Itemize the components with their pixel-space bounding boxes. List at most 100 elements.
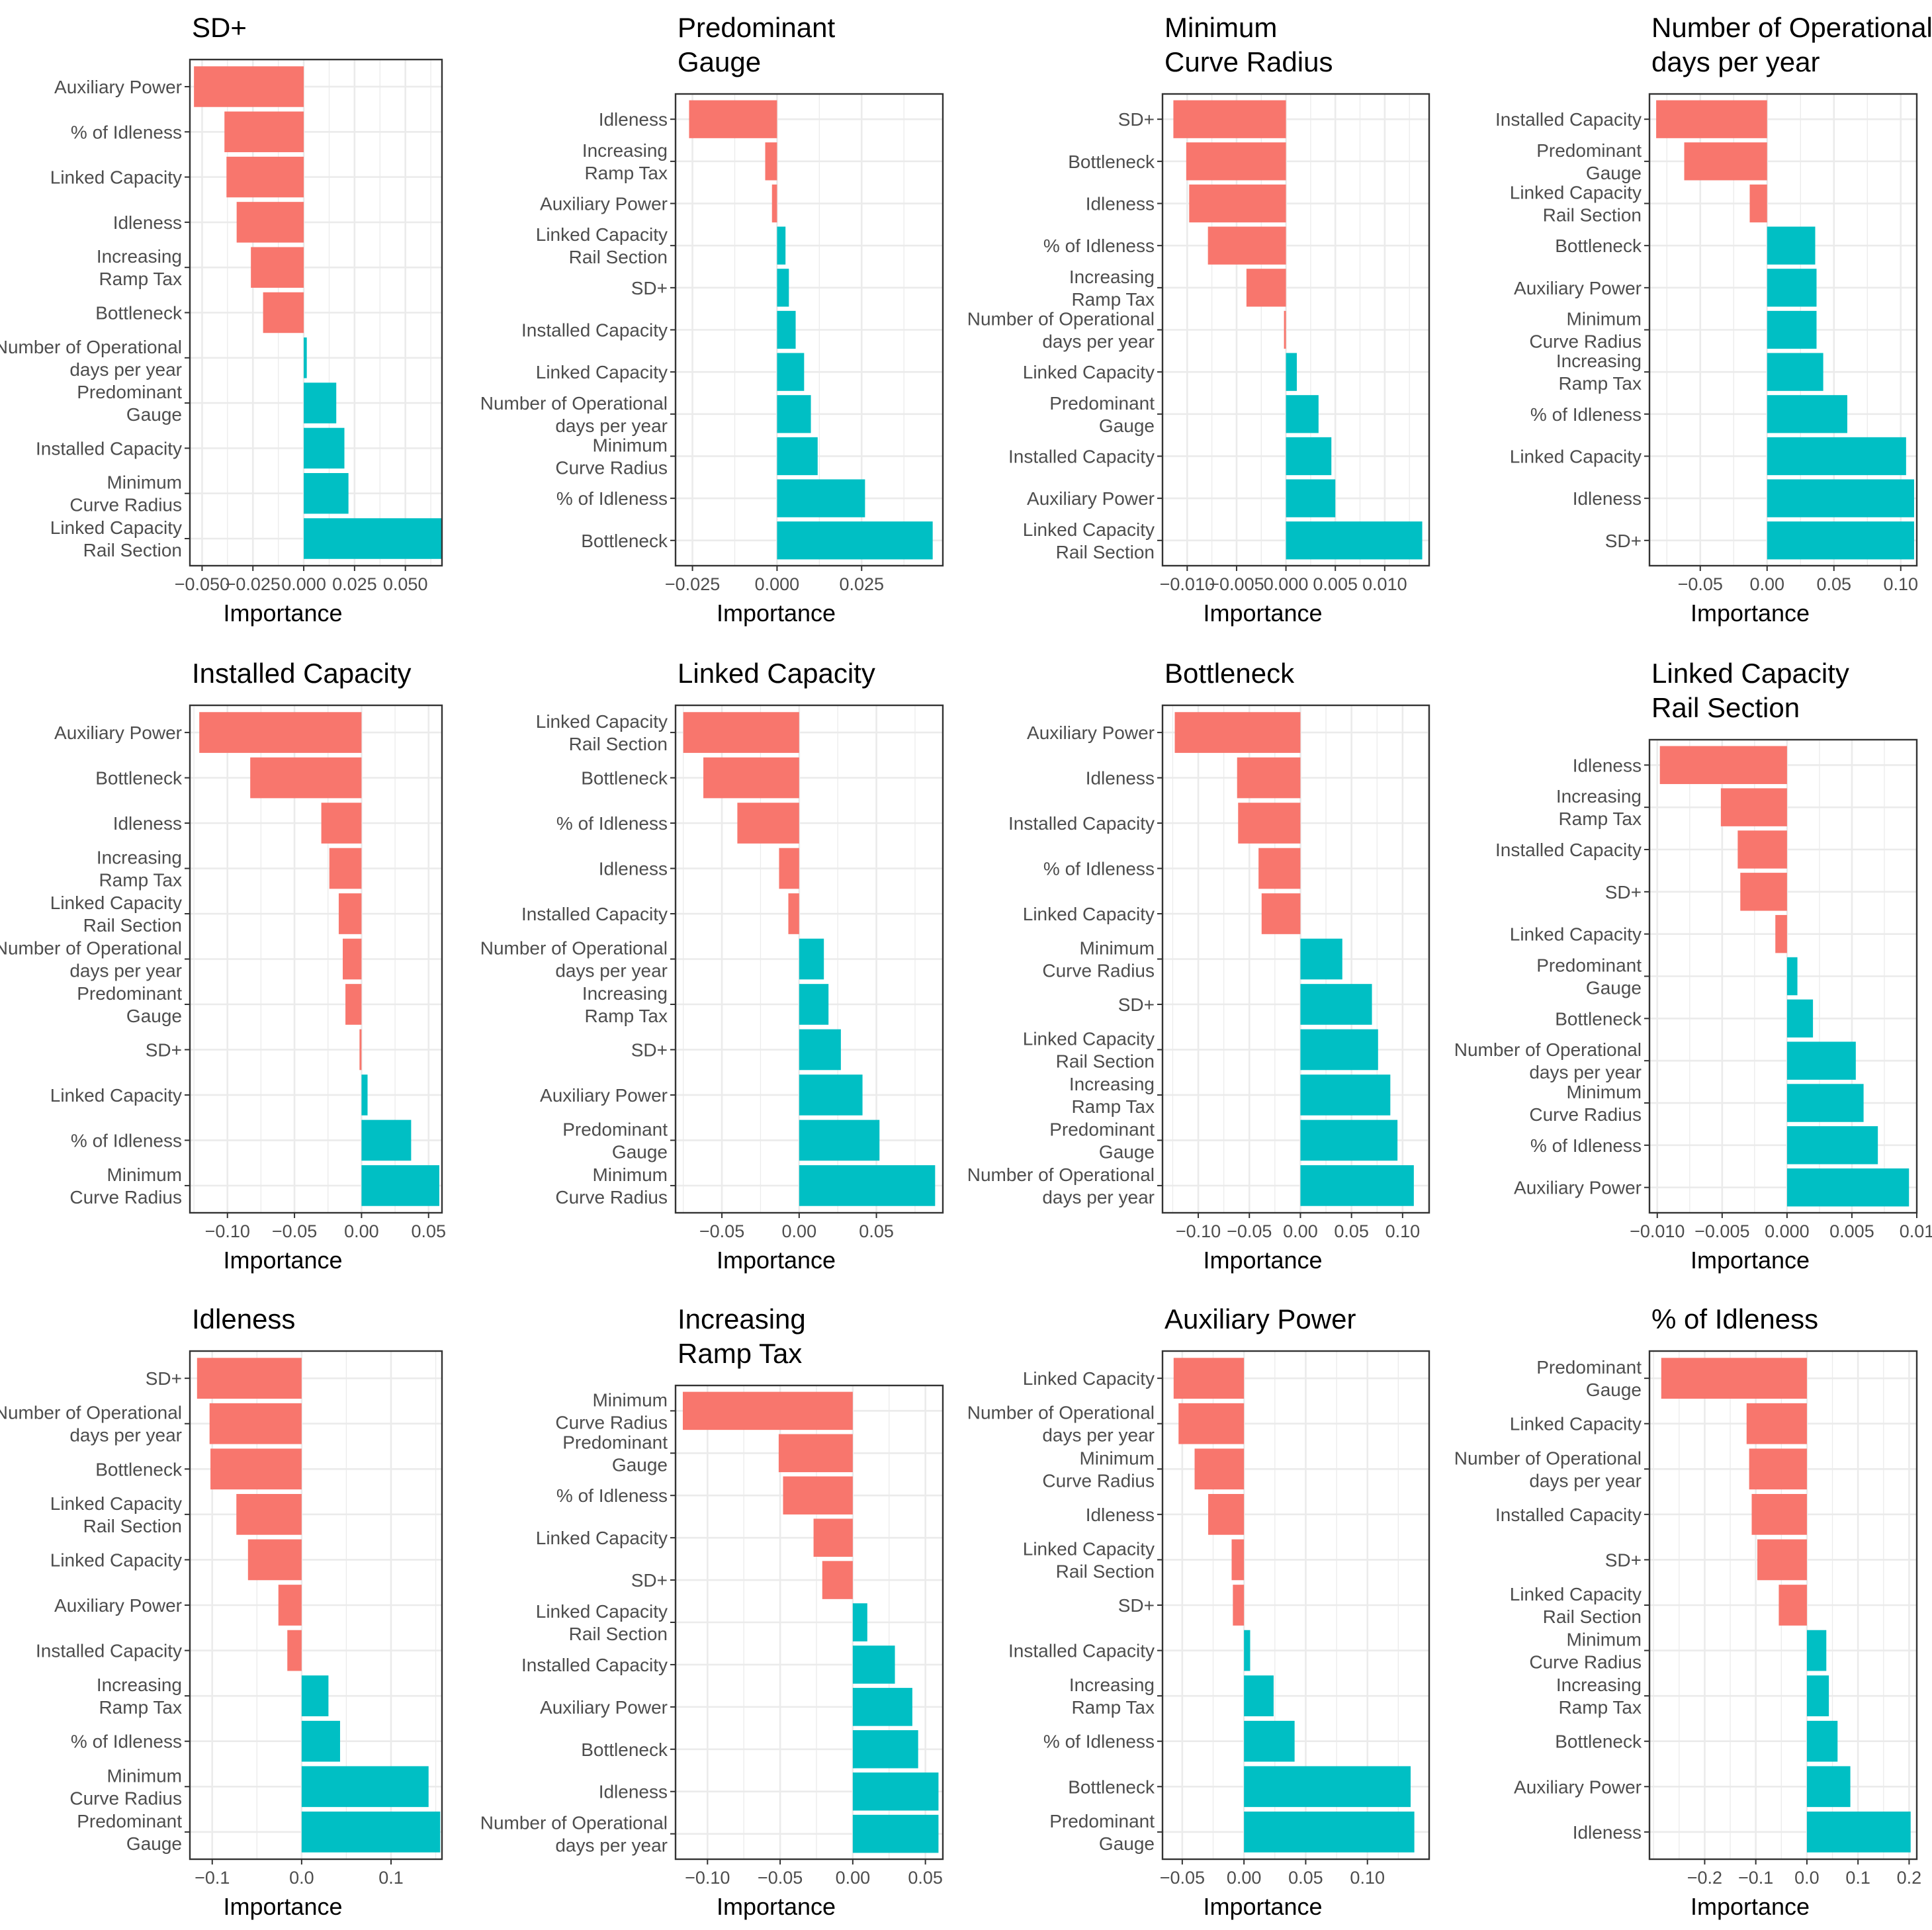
y-tick-label: Number of Operational days per year xyxy=(480,938,668,981)
y-tick-label: % of Idleness xyxy=(71,1732,182,1752)
x-axis-label: Importance xyxy=(717,1247,836,1274)
bar xyxy=(1806,1630,1827,1671)
bar xyxy=(1258,848,1301,889)
bar xyxy=(1286,395,1319,433)
y-tick-label: Minimum Curve Radius xyxy=(1529,1082,1642,1125)
x-tick-label: −0.1 xyxy=(195,1868,230,1888)
bar xyxy=(304,337,307,378)
y-tick-label: Idleness xyxy=(113,212,182,233)
y-tick-label: Auxiliary Power xyxy=(1027,723,1155,743)
y-tick-label: % of Idleness xyxy=(556,1485,668,1506)
panel-11: Auxiliary Power Linked Capacity Number of … xyxy=(967,1303,1430,1920)
bar xyxy=(250,757,362,799)
bar xyxy=(1786,1126,1878,1164)
y-tick-label: Auxiliary Power xyxy=(1514,1178,1642,1198)
bar xyxy=(224,111,304,153)
bar xyxy=(799,984,829,1025)
x-tick-label: 0.000 xyxy=(1264,574,1309,594)
panel-title: Auxiliary Power xyxy=(1164,1303,1356,1335)
y-tick-label: % of Idleness xyxy=(1530,1135,1642,1156)
panel-title: Predominant Gauge xyxy=(678,12,835,77)
panel-title: Installed Capacity xyxy=(192,658,412,689)
bar xyxy=(1300,1075,1391,1116)
y-tick-label: Linked Capacity xyxy=(1023,904,1155,924)
y-tick-label: SD+ xyxy=(146,1039,182,1060)
y-tick-label: Predominant Gauge xyxy=(77,1811,182,1854)
y-tick-label: Bottleneck xyxy=(1068,1776,1155,1797)
x-tick-label: 0.025 xyxy=(332,574,377,594)
bar xyxy=(1246,269,1286,307)
x-axis-label: Importance xyxy=(223,1247,342,1274)
y-tick-label: Number of Operational days per year xyxy=(0,1403,182,1446)
panel-title: Increasing Ramp Tax xyxy=(678,1303,806,1369)
bar xyxy=(1740,873,1787,911)
y-tick-label: SD+ xyxy=(1118,1595,1155,1616)
y-tick-label: % of Idleness xyxy=(1530,404,1642,425)
bar xyxy=(304,427,345,469)
panel-title: Number of Operational days per year xyxy=(1651,12,1932,77)
x-tick-label: 0.0 xyxy=(1794,1868,1820,1888)
bar xyxy=(1286,521,1423,560)
y-tick-label: Installed Capacity xyxy=(521,320,668,341)
y-tick-label: Bottleneck xyxy=(581,1739,668,1760)
y-tick-label: SD+ xyxy=(631,278,668,298)
bar xyxy=(329,848,362,889)
panel-8: Linked Capacity Rail Section Idleness Incre… xyxy=(1454,658,1932,1274)
bar xyxy=(689,100,777,138)
bar xyxy=(778,1434,853,1473)
bar xyxy=(1746,1403,1807,1444)
x-axis-label: Importance xyxy=(1690,1893,1810,1920)
x-tick-label: 0.05 xyxy=(1288,1868,1323,1888)
x-tick-label: 0.10 xyxy=(1385,1221,1421,1241)
x-tick-label: −0.2 xyxy=(1687,1868,1722,1888)
y-tick-label: Linked Capacity Rail Section xyxy=(1023,519,1155,562)
panel-2: Predominant Gauge Idleness Increasing Ramp T… xyxy=(480,12,944,627)
bar xyxy=(777,395,811,433)
bar xyxy=(1231,1539,1245,1581)
y-tick-label: Predominant Gauge xyxy=(1536,1357,1642,1400)
x-tick-label: 0.05 xyxy=(1334,1221,1369,1241)
x-tick-label: 0.005 xyxy=(1829,1221,1874,1241)
bar xyxy=(1786,1168,1910,1207)
bar xyxy=(194,66,304,107)
panel-6: Linked Capacity Linked Capacity Rail Secti… xyxy=(480,658,944,1274)
bar xyxy=(703,757,799,799)
y-tick-label: Idleness xyxy=(599,109,668,130)
bar xyxy=(1767,310,1817,349)
y-tick-label: Predominant Gauge xyxy=(1049,1119,1155,1162)
x-tick-label: 0.05 xyxy=(411,1221,446,1241)
bar xyxy=(361,1075,368,1116)
y-tick-label: % of Idleness xyxy=(1043,1732,1155,1752)
y-tick-label: Minimum Curve Radius xyxy=(1529,1630,1642,1673)
x-tick-label: 0.05 xyxy=(1816,574,1851,594)
bar xyxy=(799,938,824,980)
bar xyxy=(210,1448,302,1490)
bar xyxy=(777,479,865,517)
x-axis-label: Importance xyxy=(1690,599,1810,627)
bar xyxy=(236,202,304,243)
y-tick-label: Installed Capacity xyxy=(1495,1505,1642,1525)
x-tick-label: 0.00 xyxy=(1749,574,1784,594)
y-tick-label: Linked Capacity xyxy=(1023,362,1155,382)
y-tick-label: Auxiliary Power xyxy=(54,1595,182,1616)
y-tick-label: Installed Capacity xyxy=(521,1655,668,1675)
panel-9: Idleness SD+ Number of Operational days per… xyxy=(0,1303,443,1920)
y-tick-label: Increasing Ramp Tax xyxy=(1556,786,1642,829)
bar xyxy=(1806,1675,1829,1716)
y-tick-label: SD+ xyxy=(631,1039,668,1060)
x-tick-label: 0.00 xyxy=(1283,1221,1318,1241)
bar xyxy=(1244,1630,1251,1671)
y-tick-label: % of Idleness xyxy=(1043,859,1155,879)
y-tick-label: Predominant Gauge xyxy=(1049,393,1155,436)
y-tick-label: Minimum Curve Radius xyxy=(555,435,668,478)
x-tick-label: −0.05 xyxy=(699,1221,744,1241)
bar xyxy=(361,1119,412,1161)
x-axis-label: Importance xyxy=(1203,1893,1322,1920)
x-tick-label: −0.005 xyxy=(1209,574,1264,594)
bar xyxy=(301,1720,340,1762)
bar xyxy=(1786,999,1814,1038)
bar xyxy=(852,1730,918,1769)
x-tick-label: −0.05 xyxy=(1678,574,1723,594)
y-tick-label: Idleness xyxy=(599,859,668,879)
